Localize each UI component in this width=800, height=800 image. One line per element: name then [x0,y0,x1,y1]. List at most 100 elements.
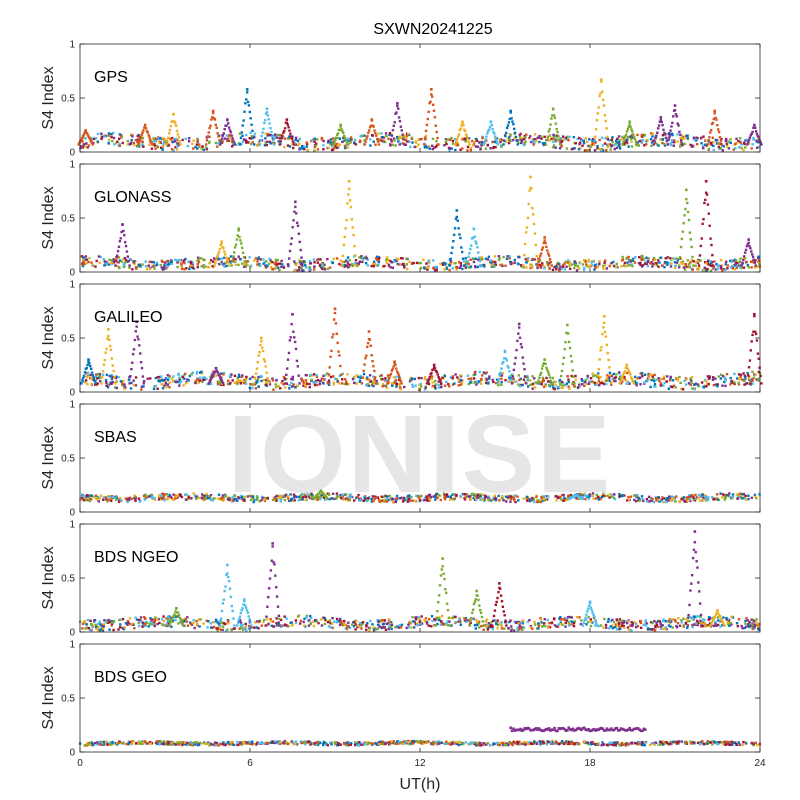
spike-point [602,104,606,107]
data-point [657,377,660,380]
data-point [627,381,630,384]
spike-point [743,255,746,258]
data-point [655,378,658,382]
y-tick-label: 0 [69,508,75,519]
data-point [533,141,536,145]
data-point [82,143,86,146]
data-point [305,614,308,618]
spike-point [452,233,456,237]
data-point [103,264,106,267]
data-point [472,260,476,264]
spike-point [755,132,759,136]
data-point [298,142,301,146]
data-point [312,381,315,384]
data-point [719,492,722,495]
data-point [348,263,352,267]
data-point [483,265,486,268]
data-point [434,498,437,501]
data-point [729,137,733,141]
data-point [102,498,105,501]
spike-peak [659,116,663,119]
data-point [288,145,292,148]
data-point [676,140,680,143]
data-point [389,259,392,263]
data-point [735,266,738,269]
spike [128,320,145,385]
spike-point [689,238,692,241]
plot-area [80,44,760,152]
spike-point [670,125,673,128]
data-point [209,382,213,386]
data-point [606,145,609,149]
data-point [501,495,504,498]
spike-point [756,352,760,355]
data-point [455,494,458,498]
spike-point [708,224,711,227]
spike-peak [135,320,138,324]
spike-point [264,112,268,115]
data-point [222,373,225,376]
data-point [245,141,248,144]
spike-peak [517,322,521,326]
spike-point [123,240,127,244]
spike-point [486,132,489,135]
data-point [457,379,460,382]
data-point [256,260,259,263]
data-point [712,383,716,387]
spike [213,240,230,267]
data-point [528,135,532,138]
spike-point [744,248,748,252]
spike-point [631,379,635,383]
data-point [117,256,120,259]
data-point [196,370,199,374]
data-point [486,382,490,385]
panel-name: GALILEO [94,309,162,326]
data-point [418,499,422,502]
data-point [389,266,392,269]
data-point [291,142,294,146]
data-point [336,136,339,140]
data-point [614,379,617,383]
data-point [417,261,421,265]
data-point [156,387,159,390]
data-point [445,267,449,270]
data-point [710,141,713,145]
data-point [186,144,190,148]
spike-point [215,369,219,373]
spike-point [450,251,453,255]
data-point [349,493,352,496]
data-point [268,133,271,137]
data-point [640,372,644,375]
data-point [544,384,547,387]
spike-point [425,382,429,385]
spike-point [669,129,672,132]
spike-point [234,243,238,246]
spike-point [374,131,377,135]
data-point [256,257,260,261]
spike-point [658,120,662,123]
data-point [712,497,716,501]
data-point [304,373,308,377]
spike-point [336,341,339,345]
spike-point [676,122,679,125]
data-point [492,265,496,268]
data-point [353,261,357,265]
data-point [591,494,594,497]
data-point [643,144,646,147]
spike-point [166,140,169,143]
data-point [193,494,197,497]
data-point [399,388,402,391]
data-point [178,142,181,145]
data-point [512,380,515,384]
data-point [323,498,327,501]
data-point [600,494,604,498]
data-point [648,373,651,376]
data-point [490,261,493,264]
spike-point [509,111,512,114]
data-point [672,497,676,500]
spike-point [474,240,477,243]
spike-point [469,244,473,247]
spike-point [293,336,296,339]
data-point [649,138,653,141]
data-point [754,620,758,623]
